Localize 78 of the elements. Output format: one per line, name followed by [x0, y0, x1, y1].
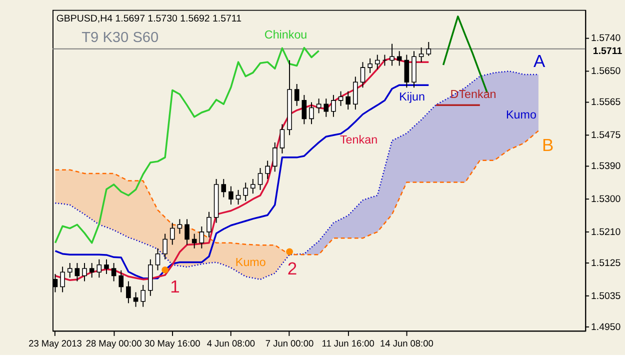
annotation: A — [534, 50, 546, 71]
candlestick — [192, 233, 197, 249]
candlestick — [331, 94, 336, 118]
candlestick — [96, 258, 102, 278]
candlestick — [162, 233, 168, 260]
y-tick-label: 1.5565 — [590, 97, 621, 108]
candlestick — [228, 186, 234, 206]
candlestick — [280, 124, 285, 154]
candlestick — [353, 76, 358, 110]
x-tick-label: 4 Jun 08:00 — [206, 338, 256, 349]
annotation: B — [542, 135, 554, 156]
ref-line-label: 1.5711 — [592, 46, 623, 57]
line-series — [54, 130, 540, 256]
line-series — [54, 70, 540, 280]
candlestick — [199, 226, 204, 249]
candlestick — [265, 160, 270, 180]
candlestick — [418, 46, 424, 63]
candlestick — [346, 90, 351, 110]
candlestick — [374, 54, 380, 70]
candlestick — [155, 248, 160, 271]
annotation: Chinkou — [264, 28, 308, 42]
y-tick-label: 1.5300 — [590, 194, 622, 205]
candlestick — [243, 182, 248, 202]
candlestick — [221, 178, 226, 198]
candlestick — [302, 94, 307, 125]
annotation: DTenkan — [450, 88, 496, 101]
annotation: Tenkan — [340, 134, 378, 147]
candlestick — [258, 168, 263, 190]
candlestick — [404, 54, 410, 88]
y-tick-label: 1.5740 — [590, 33, 622, 44]
candlestick — [184, 218, 190, 246]
candlestick — [324, 98, 329, 118]
annotation: Kijun — [399, 90, 425, 104]
line-series — [54, 46, 320, 244]
y-tick-label: 1.5650 — [590, 66, 622, 78]
annotation: Kumo — [506, 108, 536, 122]
x-tick-label: 11 Jun 16:00 — [322, 338, 374, 349]
y-tick-label: 1.5035 — [590, 290, 621, 302]
x-tick-label: 23 May 2013 — [28, 338, 82, 349]
candlestick — [111, 262, 116, 282]
candlestick — [368, 58, 372, 74]
candlestick — [390, 43, 394, 66]
candlestick — [309, 102, 314, 125]
candlestick — [360, 62, 366, 88]
y-tick-label: 1.5210 — [590, 226, 622, 238]
candlestick — [82, 262, 87, 282]
text: T9 K30 S60 — [82, 30, 159, 46]
candlestick — [126, 280, 131, 304]
candlestick — [250, 178, 256, 194]
candlestick — [236, 189, 241, 206]
y-tick-label: 1.5475 — [590, 130, 621, 142]
x-tick-label: 7 Jun 00:00 — [265, 338, 314, 349]
y-tick-label: 1.5125 — [590, 258, 621, 269]
annotation: 2 — [287, 258, 298, 279]
x-tick-label: 30 May 16:00 — [144, 338, 200, 349]
candlestick — [60, 266, 65, 293]
candlestick — [67, 262, 72, 278]
candlestick — [118, 270, 124, 293]
candlestick — [170, 222, 175, 246]
candlestick — [74, 262, 80, 282]
x-tick-label: 28 May 00:00 — [86, 338, 142, 349]
chart-title: GBPUSD,H4 1.5697 1.5730 1.5692 1.5711 — [56, 13, 242, 24]
candlestick — [89, 262, 94, 278]
candlestick — [426, 41, 432, 56]
candlestick — [316, 98, 322, 114]
annotation: 1 — [170, 276, 180, 296]
candlestick — [133, 292, 138, 308]
candlestick — [338, 90, 344, 106]
candlestick — [294, 84, 300, 106]
candlestick — [140, 284, 146, 308]
y-tick-label: 1.4950 — [590, 322, 622, 333]
y-tick-label: 1.5390 — [590, 161, 622, 172]
annotation: Kumo — [235, 256, 266, 269]
candlestick — [104, 258, 109, 274]
candlestick — [206, 211, 212, 238]
x-tick-label: 14 Jun 08:00 — [380, 338, 434, 349]
candlestick — [272, 142, 278, 172]
candlestick — [396, 50, 402, 66]
